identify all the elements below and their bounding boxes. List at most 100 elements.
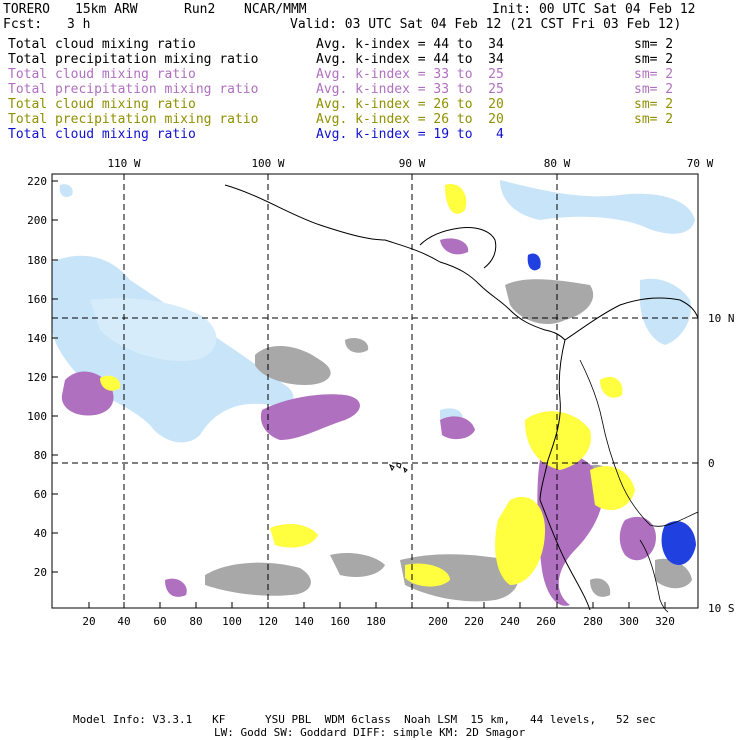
header-run: Run2	[184, 2, 216, 17]
purple-precip-area	[619, 516, 656, 561]
legend-kindex-5: Avg. k-index = 26 to 20	[316, 97, 504, 112]
longitude-labels: 110 W 100 W 90 W 80 W 70 W	[107, 157, 713, 170]
y-axis-labels: 220 200 180 160 140 120 100 80 60 40 20	[27, 175, 47, 579]
legend-kindex-7: Avg. k-index = 19 to 4	[316, 127, 504, 142]
gray-cloud-area	[255, 345, 331, 385]
x-tick-label: 260	[536, 615, 556, 628]
x-tick-label: 320	[655, 615, 675, 628]
x-tick-label: 40	[117, 615, 130, 628]
gray-cloud-area	[205, 562, 311, 596]
x-tick-label: 20	[82, 615, 95, 628]
legend-kindex-3: Avg. k-index = 33 to 25	[316, 67, 504, 82]
andes-border	[579, 359, 699, 527]
purple-precip-area	[537, 452, 604, 606]
legend-kindex-1: Avg. k-index = 44 to 34	[316, 37, 504, 52]
y-tick-label: 160	[27, 293, 47, 306]
x-tick-label: 80	[189, 615, 202, 628]
x-tick-label: 280	[583, 615, 603, 628]
galapagos-islands	[389, 462, 408, 473]
y-tick-label: 200	[27, 214, 47, 227]
y-tick-label: 220	[27, 175, 47, 188]
latitude-labels: 10 N 0 10 S	[708, 312, 735, 615]
yellow-precip-area	[445, 184, 467, 214]
coastlines	[224, 184, 699, 613]
gray-cloud-area	[655, 558, 692, 589]
footer-physics-info: LW: Godd SW: Goddard DIFF: simple KM: 2D…	[214, 726, 526, 739]
legend-field-7: Total cloud mixing ratio	[8, 127, 196, 142]
y-tick-label: 60	[34, 488, 47, 501]
light-blue-cloud-area	[640, 278, 691, 345]
yellow-precip-area	[525, 411, 591, 470]
south-america-coastline	[564, 297, 699, 341]
x-tick-label: 220	[464, 615, 484, 628]
legend-kindex-4: Avg. k-index = 33 to 25	[316, 82, 504, 97]
legend-field-4: Total precipitation mixing ratio	[8, 82, 259, 97]
legend-sm-6: sm= 2	[634, 112, 674, 127]
y-tick-label: 40	[34, 527, 47, 540]
y-tick-label: 20	[34, 566, 47, 579]
header-model: TORERO	[3, 2, 50, 17]
header-resolution: 15km ARW	[75, 2, 138, 17]
purple-precip-area	[440, 416, 475, 440]
x-tick-label: 180	[366, 615, 386, 628]
header-org: NCAR/MMM	[244, 2, 307, 17]
lon-label-80w: 80 W	[544, 157, 571, 170]
header-fcst-value: 3 h	[67, 17, 91, 32]
header-init: Init: 00 UTC Sat 04 Feb 12	[492, 2, 696, 17]
central-america-coastline	[224, 184, 566, 341]
footer-model-info: Model Info: V3.3.1 KF YSU PBL WDM 6class…	[73, 713, 656, 726]
gray-cloud-area	[345, 338, 369, 353]
x-axis-labels: 20 40 60 80 100 120 140 160 180 200 220 …	[82, 615, 675, 628]
legend-field-1: Total cloud mixing ratio	[8, 37, 196, 52]
lon-label-100w: 100 W	[251, 157, 284, 170]
yucatan-coastline	[419, 227, 497, 269]
yellow-precip-area	[270, 524, 318, 548]
y-tick-label: 180	[27, 254, 47, 267]
x-tick-label: 300	[619, 615, 639, 628]
y-tick-label: 100	[27, 410, 47, 423]
legend-sm-2: sm= 2	[634, 52, 674, 67]
legend-kindex-2: Avg. k-index = 44 to 34	[316, 52, 504, 67]
light-blue-cloud-area	[59, 184, 73, 197]
purple-precip-area	[61, 371, 114, 416]
y-axis-ticks	[52, 180, 58, 573]
gray-cloud-area	[330, 553, 385, 577]
map-frame	[51, 173, 699, 609]
legend-sm-4: sm= 2	[634, 82, 674, 97]
yellow-precip-area	[100, 375, 121, 391]
lon-label-90w: 90 W	[399, 157, 426, 170]
graticule	[52, 174, 698, 608]
border-line	[639, 539, 669, 613]
legend-kindex-6: Avg. k-index = 26 to 20	[316, 112, 504, 127]
y-tick-label: 140	[27, 332, 47, 345]
y-tick-label: 120	[27, 371, 47, 384]
legend-sm-5: sm= 2	[634, 97, 674, 112]
x-tick-label: 120	[258, 615, 278, 628]
x-tick-label: 140	[294, 615, 314, 628]
yellow-precip-area	[600, 376, 623, 398]
purple-precip-area	[440, 238, 469, 255]
lon-label-110w: 110 W	[107, 157, 140, 170]
yellow-precip-area	[495, 496, 545, 585]
legend-sm-3: sm= 2	[634, 67, 674, 82]
lon-label-70w: 70 W	[687, 157, 714, 170]
purple-precip-area	[260, 394, 360, 440]
dark-blue-cloud-area	[661, 521, 696, 565]
purple-precip-area	[165, 578, 187, 597]
legend-field-6: Total precipitation mixing ratio	[8, 112, 259, 127]
legend-sm-1: sm= 2	[634, 37, 674, 52]
x-tick-label: 240	[500, 615, 520, 628]
header-valid: Valid: 03 UTC Sat 04 Feb 12 (21 CST Fri …	[290, 17, 682, 32]
y-tick-label: 80	[34, 449, 47, 462]
lat-label-10s: 10 S	[708, 602, 735, 615]
legend-field-5: Total cloud mixing ratio	[8, 97, 196, 112]
yellow-precip-area	[590, 466, 635, 510]
x-axis-ticks	[88, 602, 666, 608]
light-blue-cloud-area	[90, 298, 217, 361]
yellow-precip-area	[405, 563, 450, 587]
gray-cloud-area	[590, 578, 611, 597]
x-tick-label: 160	[330, 615, 350, 628]
header-fcst-label: Fcst:	[3, 17, 43, 32]
x-tick-label: 200	[428, 615, 448, 628]
